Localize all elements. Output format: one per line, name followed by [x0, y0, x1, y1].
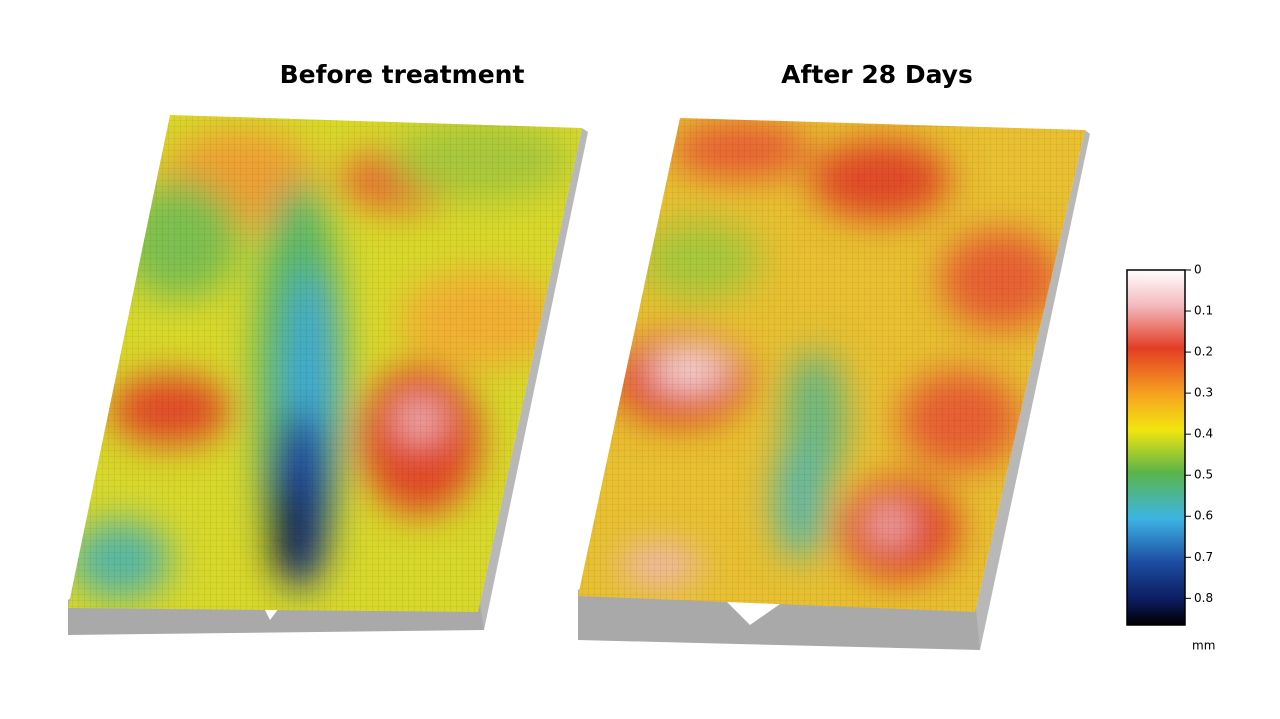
panel-title: After 28 Days — [781, 60, 973, 89]
colorbar-tick-label: 0 — [1194, 263, 1202, 277]
surface-after — [578, 118, 1090, 650]
colorbar — [1126, 269, 1186, 626]
colorbar-tick-label: 0.1 — [1194, 304, 1213, 318]
surface-before — [68, 115, 588, 635]
panel-title: Before treatment — [280, 60, 525, 89]
colorbar-tick-label: 0.2 — [1194, 345, 1213, 359]
colorbar-tick-label: 0.7 — [1194, 550, 1213, 564]
colorbar-tick-label: 0.3 — [1194, 386, 1213, 400]
colorbar-tick-label: 0.5 — [1194, 468, 1213, 482]
colorbar-tick-label: 0.8 — [1194, 591, 1213, 605]
colorbar-tick-label: 0.4 — [1194, 427, 1213, 441]
colorbar-tick-label: 0.6 — [1194, 509, 1213, 523]
colorbar-unit: mm — [1192, 639, 1215, 653]
